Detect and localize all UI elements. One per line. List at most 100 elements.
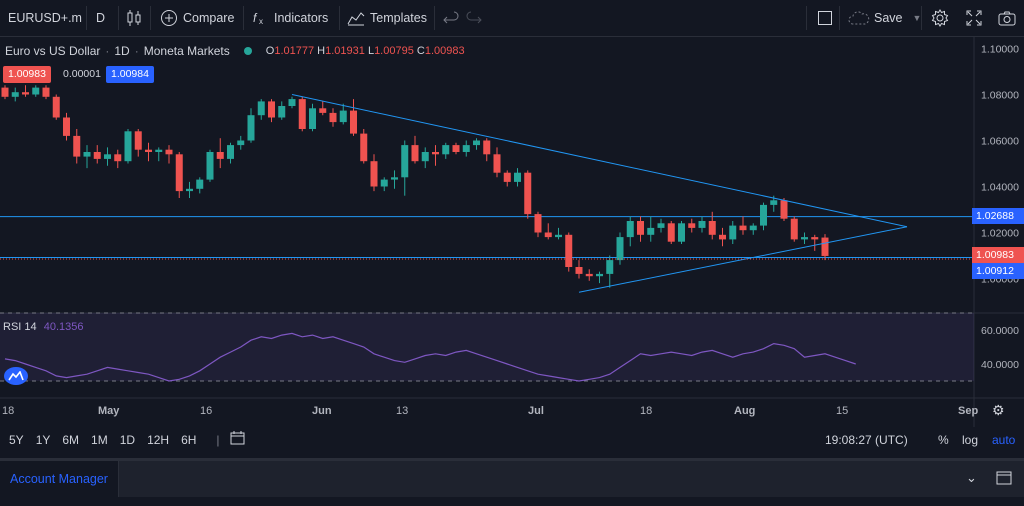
low-label: L [367, 45, 375, 57]
timeframe-5y-button[interactable]: 5Y [9, 432, 24, 447]
candle-body [42, 87, 50, 97]
layout-button[interactable] [817, 0, 833, 36]
percent-toggle[interactable]: % [938, 432, 949, 447]
timeframe-1y-button[interactable]: 1Y [35, 432, 51, 447]
trendlines[interactable] [291, 94, 908, 293]
time-axis-settings-button[interactable]: ⚙ [992, 402, 1005, 418]
toolbar-divider [839, 6, 840, 30]
toolbar-divider [86, 6, 87, 30]
legend-separator: · [105, 44, 110, 58]
account-manager-label: Account Manager [10, 472, 108, 486]
redo-button[interactable] [466, 0, 482, 36]
legend-separator: · [134, 44, 139, 58]
candle-body [442, 145, 450, 155]
chart-type-button[interactable] [126, 0, 142, 36]
buy-button[interactable]: 1.00984 [106, 66, 154, 83]
open-value: 1.01777 [274, 45, 315, 57]
candle-body [667, 223, 675, 242]
trendline [578, 226, 908, 293]
timeframe-6h-button[interactable]: 6H [181, 432, 197, 447]
spread-label: 0.00001 [58, 66, 106, 83]
candle-body [585, 273, 593, 277]
candle-body [309, 108, 316, 129]
price-axis[interactable]: 1.100001.080001.060001.040001.020001.000… [981, 44, 1019, 286]
time-tick-label: 18 [2, 405, 14, 417]
trendline-price-tag: 1.00912 [972, 263, 1024, 279]
candle-body [104, 154, 111, 159]
interval-button[interactable]: D [96, 0, 105, 36]
snapshot-button[interactable] [998, 0, 1016, 36]
timeframe-1d-button[interactable]: 1D [119, 432, 136, 447]
candle-body [770, 200, 778, 205]
rsi-tick-label: 40.0000 [981, 359, 1019, 371]
candle-body [360, 133, 368, 162]
ohlc-values: O1.01777 H1.01931 L1.00795 C1.00983 [266, 45, 465, 57]
chevron-down-icon: ▼ [912, 13, 922, 23]
candle-body [821, 237, 829, 256]
calendar-icon [230, 431, 245, 445]
clock[interactable]: 19:08:27 (UTC) [825, 432, 908, 447]
candle-body [257, 101, 265, 116]
bottom-panel: Account Manager ⌄ [0, 458, 1024, 497]
log-toggle[interactable]: log [962, 432, 979, 447]
sell-button[interactable]: 1.00983 [3, 66, 51, 83]
timeframe-1m-button[interactable]: 1M [91, 432, 108, 447]
rsi-value: 40.1356 [43, 321, 84, 333]
gear-icon [931, 9, 949, 27]
account-manager-tab[interactable]: Account Manager [0, 461, 119, 497]
last-price-value: 1.00983 [976, 249, 1014, 261]
candle-body [165, 149, 173, 155]
timeframe-6m-button[interactable]: 6M [62, 432, 80, 447]
candle-body [801, 237, 808, 240]
candle-body [493, 154, 501, 173]
candle-body [22, 92, 29, 95]
price-tick-label: 1.04000 [981, 182, 1019, 194]
candle-body [11, 92, 19, 97]
candle-body [83, 152, 91, 157]
candle-body [134, 131, 142, 150]
candle-body [155, 149, 163, 152]
candle-body [555, 234, 562, 238]
candle-body [227, 145, 234, 159]
cloud-icon [848, 11, 870, 25]
candle-body [790, 218, 798, 240]
minimize-icon[interactable]: ⌄ [966, 470, 977, 485]
legend-interval: 1D [114, 44, 130, 58]
maximize-icon[interactable] [996, 471, 1012, 485]
candle-body [647, 227, 655, 235]
goto-date-button[interactable] [230, 431, 246, 448]
time-tick-label: 15 [836, 405, 848, 417]
toolbar-divider [921, 6, 922, 30]
horizontal-line[interactable] [0, 216, 974, 259]
undo-icon [443, 11, 459, 24]
gear-icon: ⚙ [992, 402, 1005, 418]
market-status-dot[interactable] [243, 47, 252, 55]
time-axis[interactable]: 18 May 16 Jun 13 Jul 18 Aug 15 Sep [2, 405, 978, 417]
tradingview-logo[interactable] [4, 367, 28, 385]
save-button[interactable]: Save ▼ [848, 0, 921, 36]
legend-broker: Moneta Markets [143, 44, 230, 58]
templates-button[interactable]: Templates [347, 0, 427, 36]
undo-button[interactable] [443, 0, 459, 36]
indicators-button[interactable]: f x Indicators [252, 0, 328, 36]
candle-body [1, 87, 9, 97]
timeframe-12h-button[interactable]: 12H [147, 432, 170, 447]
candle-body [462, 145, 470, 152]
auto-toggle[interactable]: auto [992, 432, 1016, 447]
candle-body [391, 177, 398, 180]
close-label: C [416, 45, 425, 57]
compare-button[interactable]: Compare [160, 0, 234, 36]
svg-text:x: x [259, 17, 263, 26]
hline-price-value: 1.02688 [976, 210, 1014, 222]
settings-button[interactable] [931, 0, 949, 36]
time-tick-label: Jun [312, 405, 332, 417]
candle-body [739, 225, 747, 231]
price-chart[interactable]: 1.100001.080001.060001.040001.020001.000… [0, 37, 1024, 427]
candle-body [811, 237, 819, 240]
candle-body [411, 145, 419, 162]
symbol-search[interactable]: EURUSD+.m [8, 0, 82, 36]
fullscreen-button[interactable] [966, 0, 982, 36]
fullscreen-icon [966, 10, 982, 26]
candle-body [32, 87, 40, 95]
time-tick-label: Jul [528, 405, 544, 417]
